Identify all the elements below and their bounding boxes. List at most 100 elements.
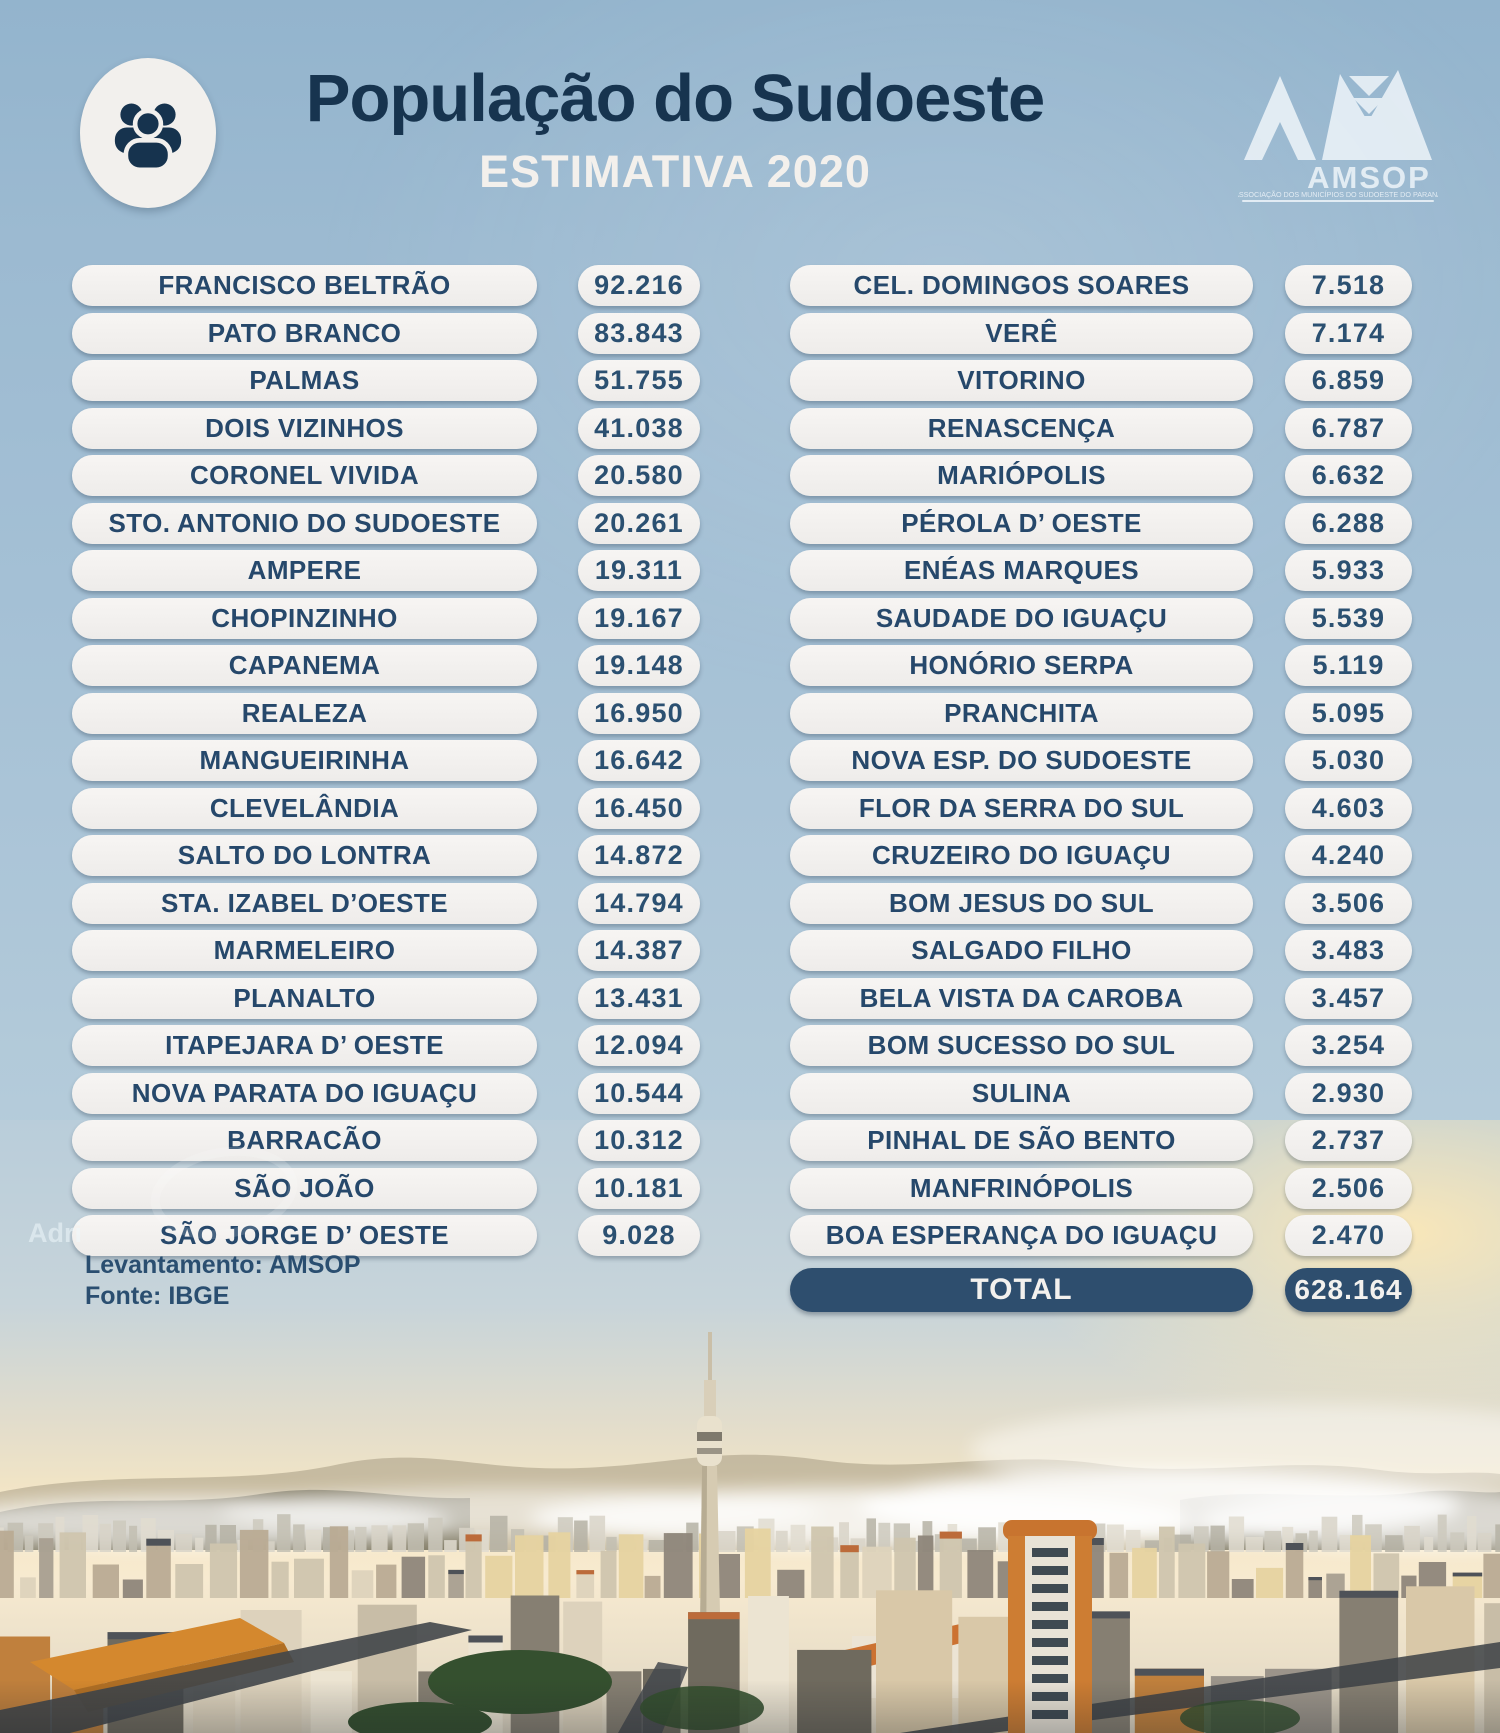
table-row: BOM SUCESSO DO SUL 3.254 (790, 1025, 1412, 1066)
municipality-pill: SALTO DO LONTRA (72, 835, 537, 876)
municipality-name: FRANCISCO BELTRÃO (158, 270, 451, 300)
municipality-column-right: CEL. DOMINGOS SOARES 7.518 VERÊ 7.174 VI… (790, 265, 1412, 1263)
municipality-name: CAPANEMA (228, 650, 381, 680)
municipality-pill: FRANCISCO BELTRÃO (72, 265, 537, 306)
municipality-pill: PLANALTO (72, 977, 537, 1019)
municipality-pill: BOA ESPERANÇA DO IGUAÇU (790, 1215, 1253, 1256)
population-value: 5.030 (1311, 745, 1386, 775)
population-value: 10.181 (594, 1172, 684, 1203)
population-pill: 7.174 (1285, 312, 1412, 354)
municipality-pill: PALMAS (72, 360, 537, 401)
table-row: FRANCISCO BELTRÃO 92.216 (72, 265, 700, 306)
population-value: 3.506 (1311, 887, 1386, 918)
population-value: 16.450 (594, 792, 684, 823)
municipality-name: REALEZA (241, 697, 368, 728)
population-pill: 5.539 (1285, 597, 1412, 639)
municipality-pill: DOIS VIZINHOS (72, 407, 537, 449)
table-row: PALMAS 51.755 (72, 360, 700, 401)
municipality-pill: BARRACÃO (72, 1120, 537, 1161)
population-value: 2.506 (1311, 1172, 1386, 1203)
table-row: SÃO JOÃO 10.181 (72, 1167, 700, 1209)
population-pill: 10.544 (578, 1072, 700, 1114)
municipality-name: PATO BRANCO (207, 317, 402, 348)
population-value: 20.580 (594, 460, 684, 490)
population-value: 7.518 (1311, 270, 1386, 300)
population-value: 16.642 (594, 745, 684, 775)
watermark: Adri (28, 1218, 82, 1248)
municipality-pill: HONÓRIO SERPA (790, 645, 1253, 686)
population-pill: 16.450 (578, 787, 700, 829)
population-value: 51.755 (594, 365, 684, 395)
population-value: 12.094 (594, 1030, 684, 1060)
table-row: ITAPEJARA D’ OESTE 12.094 (72, 1025, 700, 1066)
municipality-name: PINHAL DE SÃO BENTO (867, 1125, 1176, 1155)
population-value: 19.167 (594, 602, 684, 633)
municipality-column-left: FRANCISCO BELTRÃO 92.216 PATO BRANCO 83.… (72, 265, 700, 1263)
table-row: AMPERE 19.311 (72, 550, 700, 591)
municipality-pill: PÉROLA D’ OESTE (790, 502, 1253, 544)
population-pill: 41.038 (578, 407, 700, 449)
footer-source: Fonte: IBGE (85, 1282, 230, 1310)
table-row: REALEZA 16.950 (72, 692, 700, 734)
municipality-pill: SALGADO FILHO (790, 930, 1253, 971)
mid-buildings (0, 1526, 1500, 1598)
population-pill: 5.095 (1285, 692, 1412, 734)
municipality-name: CLEVELÂNDIA (209, 792, 400, 823)
table-row: PRANCHITA 5.095 (790, 692, 1412, 734)
population-pill: 3.457 (1285, 977, 1412, 1019)
municipality-pill: CEL. DOMINGOS SOARES (790, 265, 1253, 306)
municipality-name: CRUZEIRO DO IGUAÇU (872, 840, 1171, 870)
table-row: PÉROLA D’ OESTE 6.288 (790, 502, 1412, 544)
municipality-pill: STO. ANTONIO DO SUDOESTE (72, 502, 537, 544)
municipality-name: SALTO DO LONTRA (177, 840, 432, 870)
municipality-name: STO. ANTONIO DO SUDOESTE (108, 507, 501, 538)
municipality-pill: CRUZEIRO DO IGUAÇU (790, 835, 1253, 876)
population-pill: 14.387 (578, 930, 700, 971)
down-arrows-icon (1349, 76, 1389, 128)
bottom-vignette (0, 1680, 1500, 1733)
municipality-name: HONÓRIO SERPA (909, 650, 1134, 680)
page-title: População do Sudoeste (305, 61, 1045, 136)
table-row: SAUDADE DO IGUAÇU 5.539 (790, 597, 1412, 639)
table-row: STA. IZABEL D’OESTE 14.794 (72, 882, 700, 924)
population-pill: 6.288 (1285, 502, 1412, 544)
table-row: FLOR DA SERRA DO SUL 4.603 (790, 787, 1412, 829)
municipality-name: ENÉAS MARQUES (904, 555, 1139, 585)
population-value: 6.632 (1311, 460, 1386, 490)
population-pill: 83.843 (578, 312, 700, 354)
population-pill: 6.632 (1285, 455, 1412, 496)
table-row: PINHAL DE SÃO BENTO 2.737 (790, 1120, 1412, 1161)
municipality-pill: PATO BRANCO (72, 312, 537, 354)
table-row: NOVA ESP. DO SUDOESTE 5.030 (790, 740, 1412, 781)
table-row: BOM JESUS DO SUL 3.506 (790, 882, 1412, 924)
municipality-name: STA. IZABEL D’OESTE (161, 887, 448, 918)
municipality-pill: CORONEL VIVIDA (72, 455, 537, 496)
population-pill: 51.755 (578, 360, 700, 401)
municipality-pill: BOM JESUS DO SUL (790, 882, 1253, 924)
municipality-pill: SÃO JORGE D’ OESTE (72, 1215, 537, 1256)
population-pill: 4.603 (1285, 787, 1412, 829)
table-row: PATO BRANCO 83.843 (72, 312, 700, 354)
municipality-pill: VITORINO (790, 360, 1253, 401)
total-label-pill: TOTAL (790, 1268, 1253, 1312)
municipality-name: BOM JESUS DO SUL (889, 887, 1154, 918)
population-value: 7.174 (1311, 317, 1386, 348)
municipality-pill: FLOR DA SERRA DO SUL (790, 787, 1253, 829)
municipality-name: MANGUEIRINHA (199, 745, 410, 775)
population-pill: 2.930 (1285, 1072, 1412, 1114)
municipality-name: VERÊ (985, 317, 1058, 348)
municipality-pill: CLEVELÂNDIA (72, 787, 537, 829)
total-value: 628.164 (1294, 1274, 1403, 1305)
table-row: CEL. DOMINGOS SOARES 7.518 (790, 265, 1412, 306)
population-value: 3.483 (1311, 935, 1386, 965)
population-pill: 3.254 (1285, 1025, 1412, 1066)
municipality-pill: CHOPINZINHO (72, 597, 537, 639)
table-row: DOIS VIZINHOS 41.038 (72, 407, 700, 449)
population-value: 20.261 (594, 507, 684, 538)
population-value: 5.539 (1311, 602, 1386, 633)
population-pill: 16.642 (578, 740, 700, 781)
population-pill: 6.787 (1285, 407, 1412, 449)
population-value: 4.240 (1311, 840, 1386, 870)
municipality-pill: RENASCENÇA (790, 407, 1253, 449)
population-pill: 5.119 (1285, 645, 1412, 686)
